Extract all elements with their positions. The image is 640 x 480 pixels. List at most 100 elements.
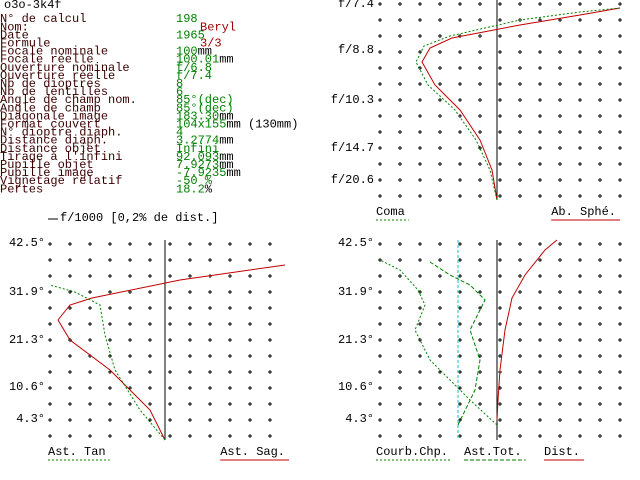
grid-cross: [68, 242, 72, 246]
grid-cross: [438, 386, 442, 390]
grid-cross: [518, 130, 522, 134]
legend-label: Ast. Sag.: [220, 445, 285, 459]
grid-cross: [208, 322, 212, 326]
grid-cross: [478, 194, 482, 198]
grid-cross: [538, 242, 542, 246]
legend-label: Ab. Sphé.: [551, 205, 616, 219]
grid-cross: [228, 370, 232, 374]
grid-cross: [248, 402, 252, 406]
grid-cross: [598, 242, 602, 246]
grid-cross: [578, 258, 582, 262]
grid-cross: [168, 386, 172, 390]
grid-cross: [148, 386, 152, 390]
grid-cross: [268, 274, 272, 278]
grid-cross: [378, 162, 382, 166]
grid-cross: [498, 418, 502, 422]
grid-cross: [68, 322, 72, 326]
grid-cross: [458, 98, 462, 102]
grid-cross: [418, 322, 422, 326]
info-label: Angle de champ: [0, 101, 101, 115]
grid-cross: [458, 194, 462, 198]
grid-cross: [438, 114, 442, 118]
info-value: 6: [176, 85, 183, 99]
grid-cross: [398, 418, 402, 422]
grid-cross: [578, 354, 582, 358]
grid-cross: [438, 178, 442, 182]
grid-cross: [438, 402, 442, 406]
grid-cross: [578, 130, 582, 134]
grid-cross: [558, 2, 562, 6]
grid-cross: [518, 178, 522, 182]
grid-cross: [498, 258, 502, 262]
grid-cross: [598, 338, 602, 342]
grid-cross: [478, 274, 482, 278]
legend-label: Dist.: [544, 445, 580, 459]
grid-cross: [248, 370, 252, 374]
grid-cross: [378, 18, 382, 22]
grid-cross: [268, 418, 272, 422]
grid-cross: [598, 322, 602, 326]
grid-cross: [458, 130, 462, 134]
grid-cross: [458, 290, 462, 294]
grid-cross: [518, 162, 522, 166]
grid-cross: [398, 290, 402, 294]
grid-cross: [498, 50, 502, 54]
grid-cross: [378, 98, 382, 102]
grid-cross: [518, 290, 522, 294]
grid-cross: [88, 434, 92, 438]
grid-cross: [188, 338, 192, 342]
grid-cross: [498, 402, 502, 406]
grid-cross: [498, 290, 502, 294]
grid-cross: [188, 370, 192, 374]
grid-cross: [618, 146, 622, 150]
grid-cross: [438, 418, 442, 422]
grid-cross: [598, 194, 602, 198]
grid-cross: [418, 2, 422, 6]
grid-cross: [418, 258, 422, 262]
grid-cross: [478, 66, 482, 70]
grid-cross: [458, 402, 462, 406]
grid-cross: [438, 306, 442, 310]
grid-cross: [558, 194, 562, 198]
grid-cross: [558, 50, 562, 54]
grid-cross: [438, 242, 442, 246]
grid-cross: [558, 306, 562, 310]
info-label: Nom:: [0, 20, 29, 34]
grid-cross: [48, 354, 52, 358]
info-value: 7.9273: [176, 158, 219, 172]
grid-cross: [498, 162, 502, 166]
y-label: 31.9°: [9, 285, 45, 299]
grid-cross: [418, 130, 422, 134]
grid-cross: [538, 370, 542, 374]
grid-cross: [478, 242, 482, 246]
info-value: 104x155: [176, 117, 226, 131]
grid-cross: [208, 434, 212, 438]
grid-cross: [188, 402, 192, 406]
grid-cross: [438, 82, 442, 86]
grid-cross: [188, 418, 192, 422]
info-value: 3/3: [200, 36, 222, 50]
grid-cross: [458, 306, 462, 310]
grid-cross: [438, 98, 442, 102]
grid-cross: [438, 338, 442, 342]
info-label: Diagonale image: [0, 109, 108, 123]
grid-cross: [518, 114, 522, 118]
grid-cross: [148, 402, 152, 406]
grid-cross: [398, 66, 402, 70]
grid-cross: [598, 2, 602, 6]
grid-cross: [618, 418, 622, 422]
grid-cross: [398, 82, 402, 86]
grid-cross: [248, 274, 252, 278]
grid-cross: [168, 306, 172, 310]
grid-cross: [598, 114, 602, 118]
grid-cross: [68, 418, 72, 422]
grid-cross: [438, 18, 442, 22]
y-label: 31.9°: [338, 285, 374, 299]
legend-label: Ast.Tot.: [464, 445, 522, 459]
grid-cross: [148, 306, 152, 310]
grid-cross: [148, 354, 152, 358]
grid-cross: [578, 242, 582, 246]
grid-cross: [618, 386, 622, 390]
grid-cross: [108, 386, 112, 390]
